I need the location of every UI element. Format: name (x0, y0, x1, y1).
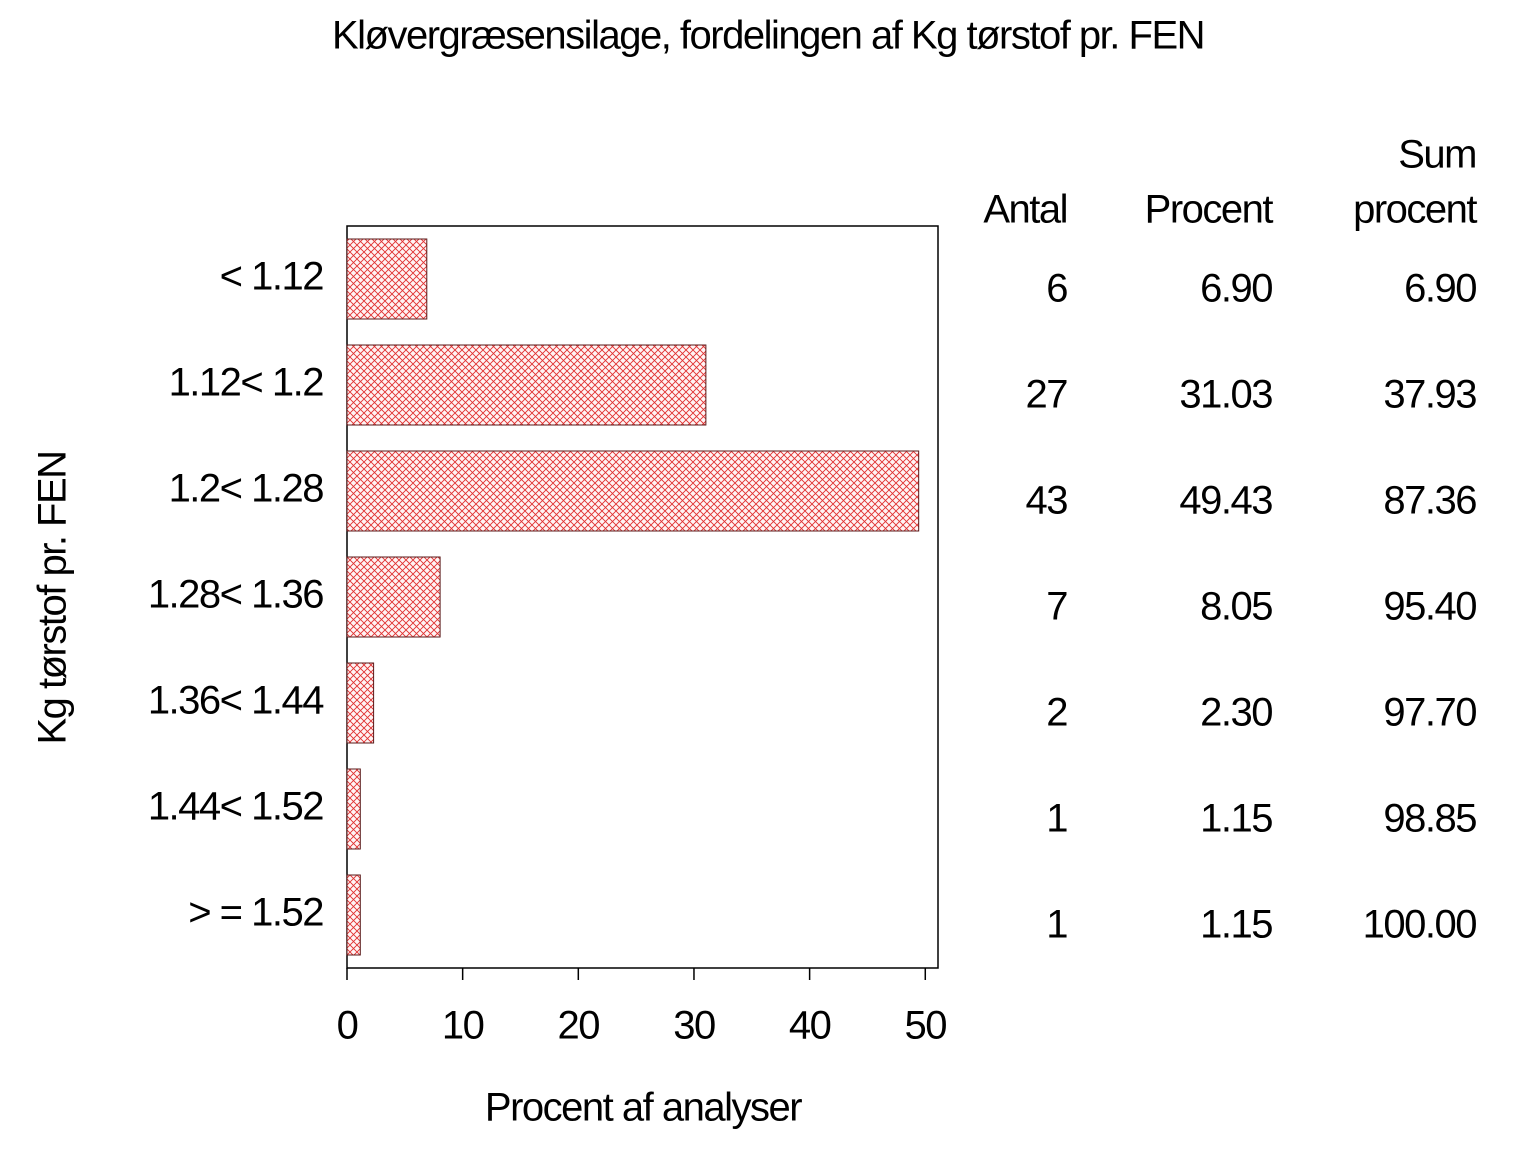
table-header: Antal (983, 188, 1067, 232)
value-label: 49.43 (1179, 479, 1272, 523)
y-tick-label: < 1.12 (220, 255, 324, 299)
table-cell: 6 (1046, 267, 1067, 311)
bar (346, 450, 920, 532)
value-label: 6.90 (1200, 267, 1272, 311)
table-cell: 100.00 (1363, 903, 1477, 947)
value-label: 1.15 (1200, 797, 1272, 841)
table-cell: 6.90 (1404, 267, 1476, 311)
bar (346, 662, 375, 744)
table-header: Sum (1398, 133, 1476, 177)
x-tick-label: 10 (442, 1004, 484, 1048)
table-cell: 43 (1026, 479, 1068, 523)
value-label: 2.30 (1200, 691, 1272, 735)
table-cell: 1 (1046, 797, 1067, 841)
x-tick-label: 40 (789, 1004, 831, 1048)
value-label: 1.15 (1200, 903, 1272, 947)
table-header: procent (1353, 188, 1477, 232)
table-cell: 98.85 (1383, 797, 1476, 841)
y-tick-label: 1.2< 1.28 (169, 467, 324, 511)
x-tick-label: 30 (673, 1004, 715, 1048)
table-cell: 1 (1046, 903, 1067, 947)
x-tick-label: 20 (558, 1004, 600, 1048)
bar (346, 556, 441, 638)
y-tick-label: 1.44< 1.52 (148, 785, 323, 829)
y-tick-label: > = 1.52 (188, 891, 323, 935)
bar (346, 874, 361, 956)
x-axis-label: Procent af analyser (485, 1086, 802, 1130)
bar (346, 768, 361, 850)
x-tick-label: 50 (905, 1004, 947, 1048)
table-cell: 27 (1026, 373, 1068, 417)
table-cell: 7 (1046, 585, 1067, 629)
table-cell: 97.70 (1383, 691, 1476, 735)
table-cell: 2 (1046, 691, 1067, 735)
table-cell: 87.36 (1383, 479, 1476, 523)
bar (346, 344, 707, 426)
y-axis-label: Kg tørstof pr. FEN (31, 451, 75, 744)
table-cell: 95.40 (1383, 585, 1476, 629)
value-label: 31.03 (1179, 373, 1272, 417)
table-cell: 37.93 (1383, 373, 1476, 417)
bar (346, 238, 428, 320)
table-header: Procent (1145, 188, 1274, 232)
value-label: 8.05 (1200, 585, 1272, 629)
y-tick-label: 1.28< 1.36 (148, 573, 323, 617)
chart-title: Kløvergræsensilage, fordelingen af Kg tø… (332, 14, 1204, 58)
y-tick-label: 1.36< 1.44 (148, 679, 324, 723)
y-tick-label: 1.12< 1.2 (169, 361, 324, 405)
x-tick-label: 0 (337, 1004, 358, 1048)
